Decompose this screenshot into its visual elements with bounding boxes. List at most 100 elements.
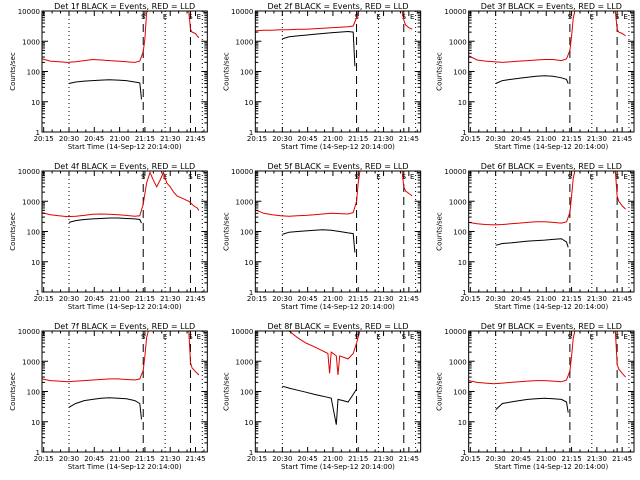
y-tick-label: 100 (240, 69, 253, 77)
marker-e: E (410, 13, 414, 21)
x-tick-label: 20:45 (298, 295, 318, 303)
y-tick-label: 1 (462, 129, 466, 137)
x-axis-label: Start Time (14-Sep-12 20:14:00) (494, 463, 608, 471)
x-tick-label: 20:15 (34, 295, 54, 303)
plot-frame (468, 330, 635, 453)
x-tick-label: 21:45 (399, 135, 419, 143)
y-tick-label: 1 (249, 449, 253, 457)
x-tick-label: 20:15 (247, 455, 267, 463)
lld-series-line (188, 330, 200, 376)
y-tick-label: 10 (244, 419, 253, 427)
y-tick-label: 1 (462, 449, 466, 457)
y-tick-label: 10 (458, 259, 467, 267)
y-tick-label: 100 (240, 229, 253, 237)
x-tick-label: 20:45 (298, 455, 318, 463)
marker-e: E (376, 13, 380, 21)
y-tick-label: 1 (249, 129, 253, 137)
plot-frame (254, 10, 422, 133)
x-tick-label: 21:15 (135, 455, 155, 463)
y-tick-label: 10 (244, 259, 253, 267)
x-tick-label: 20:30 (486, 455, 506, 463)
marker-s: S (141, 13, 146, 21)
lld-series-line (41, 330, 149, 383)
y-tick-label: 10000 (18, 328, 40, 336)
y-axis-label: Counts/sec (436, 52, 444, 91)
x-tick-label: 21:00 (323, 455, 343, 463)
lld-series-line (468, 330, 576, 385)
y-tick-label: 1000 (236, 198, 254, 206)
events-series-line (282, 385, 358, 425)
x-tick-label: 21:30 (373, 295, 393, 303)
marker-e: E (623, 13, 627, 21)
x-tick-label: 21:30 (373, 135, 393, 143)
marker-s: S (354, 173, 359, 181)
marker-e: E (163, 13, 167, 21)
x-tick-label: 20:45 (84, 455, 104, 463)
panel-title: Det 4f BLACK = Events, RED = LLD (54, 162, 195, 171)
y-tick-label: 1000 (449, 358, 467, 366)
x-tick-label: 21:45 (185, 295, 205, 303)
x-tick-label: 20:45 (511, 135, 531, 143)
x-tick-label: 20:15 (247, 295, 267, 303)
events-series-line (495, 238, 569, 248)
x-tick-label: 21:15 (561, 295, 581, 303)
y-axis-label: Counts/sec (436, 212, 444, 251)
events-series-line (282, 30, 356, 67)
events-series-line (282, 229, 356, 253)
marker-e: E (410, 333, 414, 341)
panel-title: Det 7f BLACK = Events, RED = LLD (54, 322, 195, 331)
events-series-line (495, 75, 569, 84)
y-tick-label: 1 (462, 289, 466, 297)
y-tick-label: 10000 (444, 168, 466, 176)
lld-series-line (614, 170, 626, 210)
plot-frame (41, 170, 208, 293)
x-tick-label: 20:45 (511, 295, 531, 303)
y-tick-label: 100 (453, 229, 466, 237)
x-tick-label: 20:45 (298, 135, 318, 143)
marker-s: S (141, 333, 146, 341)
marker-e: E (197, 13, 201, 21)
y-tick-label: 1000 (449, 38, 467, 46)
x-tick-label: 21:45 (612, 455, 632, 463)
x-tick-label: 20:30 (59, 295, 79, 303)
y-tick-label: 1 (36, 129, 40, 137)
marker-e: E (590, 13, 594, 21)
x-tick-label: 20:45 (84, 135, 104, 143)
marker-s: S (402, 333, 407, 341)
marker-s: S (568, 13, 573, 21)
panel-title: Det 2f BLACK = Events, RED = LLD (267, 2, 408, 11)
x-tick-label: 21:00 (323, 135, 343, 143)
marker-e: E (376, 173, 380, 181)
x-tick-label: 21:15 (348, 135, 368, 143)
panel-title: Det 3f BLACK = Events, RED = LLD (481, 2, 622, 11)
x-tick-label: 20:45 (84, 295, 104, 303)
events-series-line (68, 79, 142, 100)
plot-frame (468, 170, 635, 293)
y-tick-label: 10 (31, 99, 40, 107)
x-tick-label: 21:45 (399, 455, 419, 463)
marker-s: S (568, 333, 573, 341)
lld-series-line (614, 330, 626, 378)
lld-series-line (255, 10, 361, 32)
y-tick-label: 100 (240, 389, 253, 397)
x-tick-label: 21:15 (348, 295, 368, 303)
y-tick-label: 10 (31, 259, 40, 267)
x-tick-label: 21:00 (323, 295, 343, 303)
y-tick-label: 10000 (231, 168, 253, 176)
events-series-line (68, 217, 142, 224)
y-tick-label: 10 (244, 99, 253, 107)
marker-s: S (188, 173, 193, 181)
x-tick-label: 21:30 (160, 295, 180, 303)
y-axis-label: Counts/sec (436, 372, 444, 411)
marker-e: E (163, 333, 167, 341)
plot-frame (254, 330, 422, 453)
lld-series-line (468, 10, 576, 63)
x-tick-label: 21:45 (399, 295, 419, 303)
panel-title: Det 8f BLACK = Events, RED = LLD (267, 322, 408, 331)
marker-e: E (197, 173, 201, 181)
x-tick-label: 21:30 (373, 455, 393, 463)
marker-s: S (402, 173, 407, 181)
y-tick-label: 10 (458, 419, 467, 427)
